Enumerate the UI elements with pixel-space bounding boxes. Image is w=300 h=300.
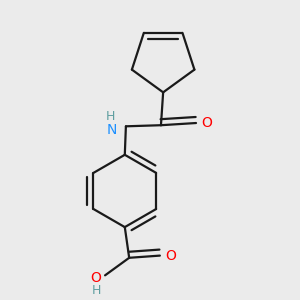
Text: N: N [107, 123, 117, 136]
Text: H: H [106, 110, 115, 123]
Text: H: H [91, 284, 101, 297]
Text: O: O [202, 116, 212, 130]
Text: O: O [165, 249, 176, 262]
Text: O: O [90, 271, 101, 284]
